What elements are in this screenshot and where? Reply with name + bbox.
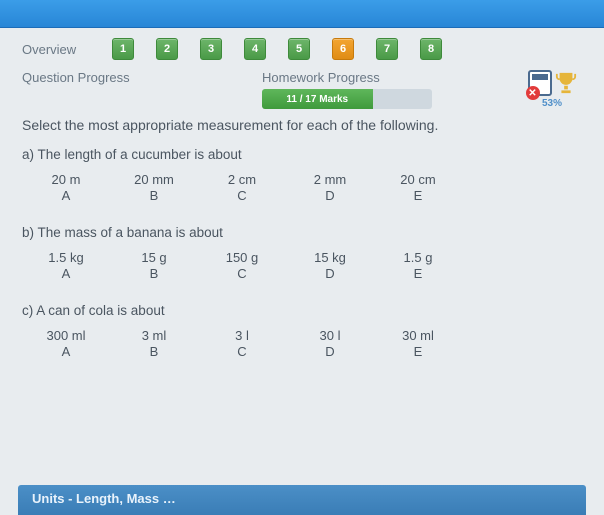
score-widget: ✕ 53% [522,70,582,109]
choice-letter: E [394,188,442,203]
content-area: Overview 12345678 Question Progress Home… [0,28,604,359]
progress-bar-fill: 11 / 17 Marks [262,89,373,109]
trophy-icon [555,70,577,96]
choice-a[interactable]: 300 mlA [42,328,90,359]
homework-progress: Homework Progress 11 / 17 Marks [262,70,522,109]
question-tile-3[interactable]: 3 [200,38,222,60]
question-prompt: a) The length of a cucumber is about [22,147,582,162]
choice-b[interactable]: 20 mmB [130,172,178,203]
choice-a[interactable]: 1.5 kgA [42,250,90,281]
choice-c[interactable]: 150 gC [218,250,266,281]
choices-row: 1.5 kgA 15 gB 150 gC 15 kgD 1.5 gE [22,250,582,281]
choice-value: 20 mm [130,172,178,187]
choice-value: 20 m [42,172,90,187]
progress-marks-text: 11 / 17 Marks [286,94,348,105]
choice-letter: D [306,344,354,359]
choice-d[interactable]: 15 kgD [306,250,354,281]
score-percent: 53% [542,98,562,109]
question-nav: Overview 12345678 [22,38,582,60]
choice-letter: B [130,344,178,359]
wrong-badge-icon: ✕ [526,86,540,100]
choice-letter: A [42,344,90,359]
choice-value: 15 g [130,250,178,265]
progress-row: Question Progress Homework Progress 11 /… [22,70,582,109]
choice-b[interactable]: 3 mlB [130,328,178,359]
choice-e[interactable]: 30 mlE [394,328,442,359]
choice-value: 1.5 kg [42,250,90,265]
question-3: c) A can of cola is about 300 mlA 3 mlB 3 l… [22,303,582,359]
question-tile-4[interactable]: 4 [244,38,266,60]
question-tile-5[interactable]: 5 [288,38,310,60]
choice-a[interactable]: 20 mA [42,172,90,203]
choice-value: 30 l [306,328,354,343]
choice-e[interactable]: 1.5 gE [394,250,442,281]
question-1: a) The length of a cucumber is about 20 m… [22,147,582,203]
choice-value: 30 ml [394,328,442,343]
choice-value: 3 ml [130,328,178,343]
question-tile-2[interactable]: 2 [156,38,178,60]
app-topbar [0,0,604,28]
calculator-icon: ✕ [528,70,552,96]
questions-container: a) The length of a cucumber is about 20 m… [22,147,582,359]
choice-letter: C [218,344,266,359]
choice-e[interactable]: 20 cmE [394,172,442,203]
choice-d[interactable]: 30 lD [306,328,354,359]
choice-c[interactable]: 2 cmC [218,172,266,203]
choice-letter: B [130,266,178,281]
choice-letter: D [306,188,354,203]
question-tile-8[interactable]: 8 [420,38,442,60]
choice-letter: C [218,188,266,203]
question-progress-label: Question Progress [22,70,262,85]
footer-bar: Units - Length, Mass … [18,485,586,515]
choice-value: 2 cm [218,172,266,187]
choice-value: 150 g [218,250,266,265]
choice-value: 3 l [218,328,266,343]
choice-letter: C [218,266,266,281]
homework-progress-label: Homework Progress [262,70,522,85]
choice-letter: D [306,266,354,281]
choice-value: 300 ml [42,328,90,343]
progress-bar-track: 11 / 17 Marks [262,89,432,109]
choice-value: 15 kg [306,250,354,265]
question-2: b) The mass of a banana is about1.5 kgA1… [22,225,582,281]
choices-row: 300 mlA 3 mlB 3 lC 30 lD 30 mlE [22,328,582,359]
question-prompt: c) A can of cola is about [22,303,582,318]
question-tile-7[interactable]: 7 [376,38,398,60]
choice-letter: B [130,188,178,203]
overview-label[interactable]: Overview [22,42,112,57]
choice-value: 2 mm [306,172,354,187]
question-tile-6[interactable]: 6 [332,38,354,60]
choice-value: 1.5 g [394,250,442,265]
choices-row: 20 mA 20 mmB 2 cmC 2 mmD 20 cmE [22,172,582,203]
instruction-text: Select the most appropriate measurement … [22,117,582,133]
choice-letter: A [42,266,90,281]
choice-value: 20 cm [394,172,442,187]
choice-b[interactable]: 15 gB [130,250,178,281]
choice-c[interactable]: 3 lC [218,328,266,359]
choice-d[interactable]: 2 mmD [306,172,354,203]
question-prompt: b) The mass of a banana is about [22,225,582,240]
choice-letter: A [42,188,90,203]
choice-letter: E [394,344,442,359]
choice-letter: E [394,266,442,281]
question-tiles: 12345678 [112,38,442,60]
question-tile-1[interactable]: 1 [112,38,134,60]
